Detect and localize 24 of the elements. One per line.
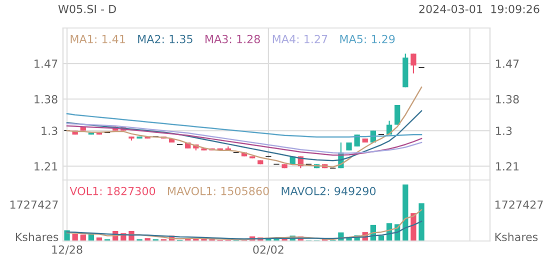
x-tick-label: 02/02 (253, 245, 284, 255)
text: MA1: 1.41 (70, 35, 125, 44)
text: MA3: 1.28 (206, 34, 260, 44)
text: Kshares (495, 232, 538, 242)
y2-tick-label: 1.21 (496, 162, 519, 170)
y-tick-label: 1.47 (34, 60, 58, 68)
text: 1727427 (495, 200, 543, 209)
text: MAVOL1: 1505860 (168, 186, 269, 196)
y2-tick-label: 1.47 (496, 60, 519, 68)
x-tick-label: 12/28 (52, 245, 82, 255)
y2-tick-label: 1.3 (496, 126, 512, 136)
text: MA5: 1.29 (340, 34, 395, 44)
y2-tick-label: 1.38 (496, 95, 519, 104)
text: MA2: 1.35 (138, 34, 192, 44)
text: Kshares (16, 232, 58, 242)
text: MAVOL2: 949290 (282, 186, 376, 196)
y-tick-label: 1.38 (34, 95, 58, 104)
text: VOL1: 1827300 (70, 186, 156, 196)
text: 2024-03-01 19:09:26 (419, 4, 540, 14)
chart-title: W05.SI - D (58, 4, 116, 14)
y-tick-label: 1.21 (34, 162, 58, 170)
text: MA4: 1.27 (272, 34, 328, 44)
y-tick-label: 1.3 (42, 126, 58, 136)
text: 1727427 (10, 200, 58, 209)
